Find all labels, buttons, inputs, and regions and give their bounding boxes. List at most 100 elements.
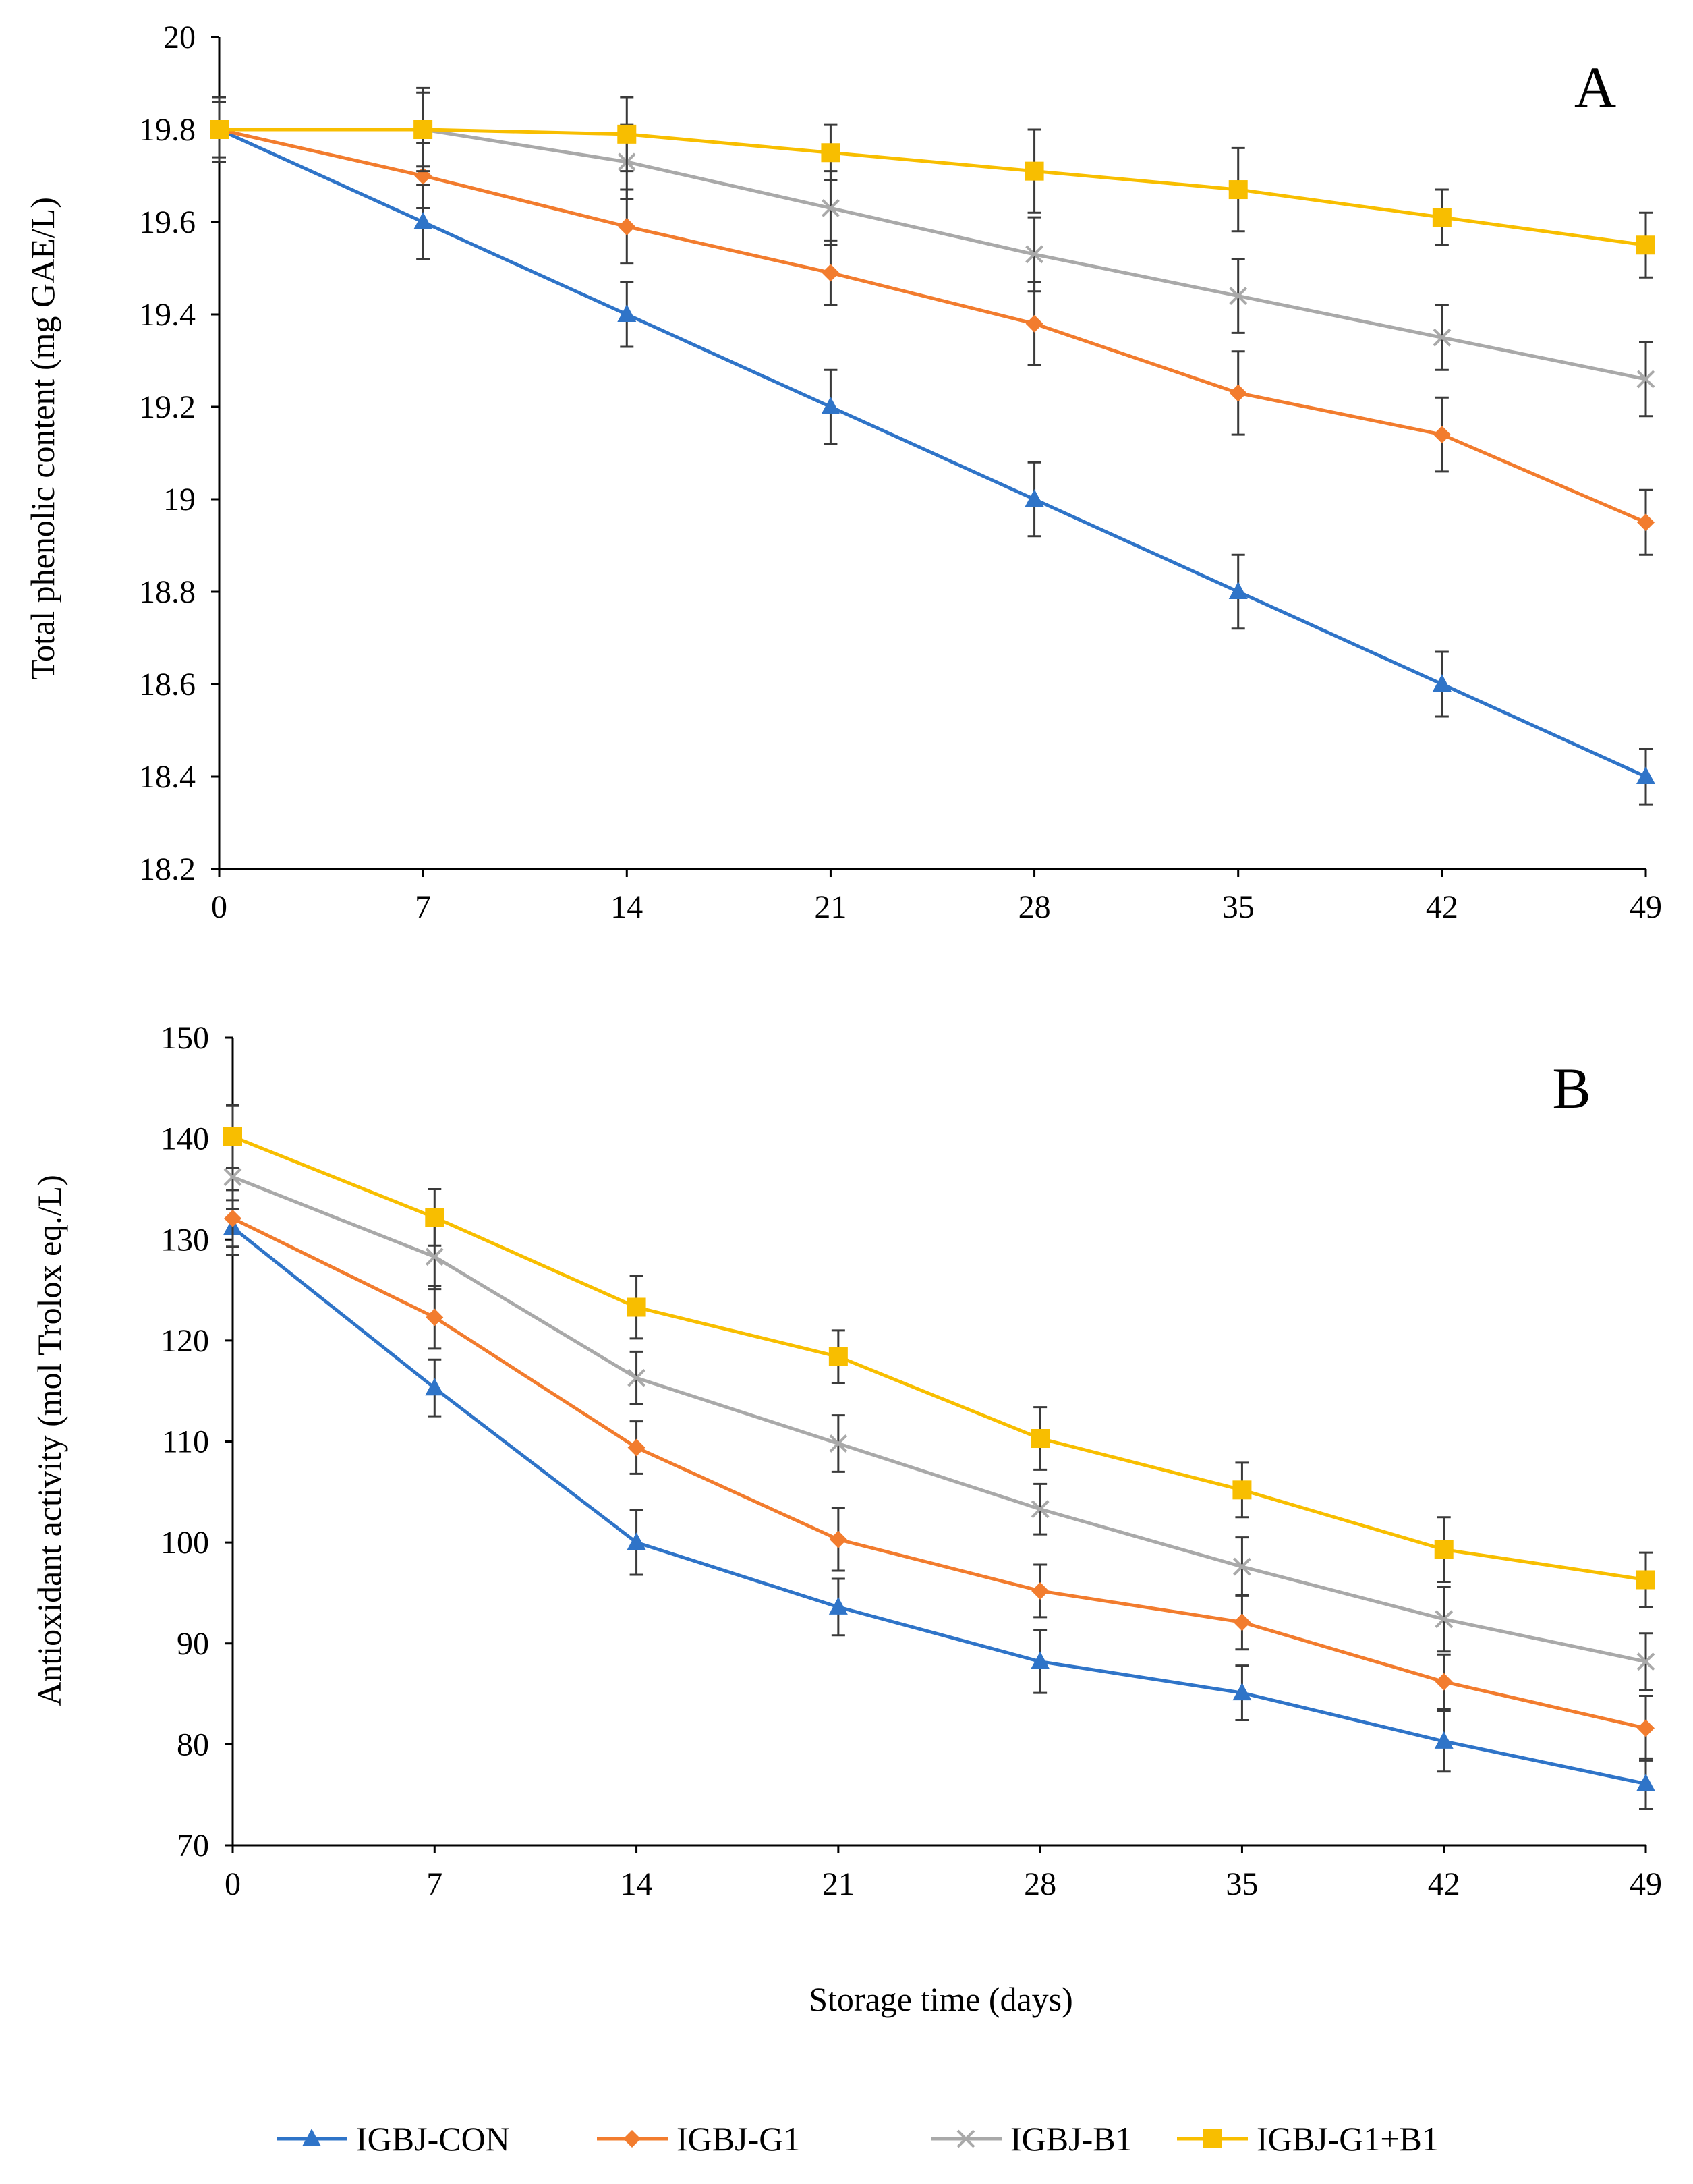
panel-b-y-axis-title: Antioxidant activity (mol Trolox eq./L) [30,1175,68,1706]
panel-a-data-point-igbj-b1 [822,199,840,217]
legend-item-igbj-con: IGBJ-CON [277,2120,510,2158]
panel-a-y-tick-label: 18.4 [139,759,196,795]
panel-b-series-line-igbj-con [231,1226,1646,1786]
panel-a-y-tick-label: 19.2 [139,389,196,425]
panel-b-data-point-igbj-b1 [1233,1557,1251,1576]
panel-b-y-tick-label: 140 [161,1121,209,1157]
panel-b-x-tick-label: 7 [426,1866,442,1902]
panel-a-x-tick-label: 14 [610,889,643,925]
panel-a-data-point-igbj-con [1025,489,1044,507]
panel-b-data-point-igbj-g1 [1435,1673,1453,1691]
panel-b-y-tick-label: 110 [162,1424,209,1460]
panel-b-y-tick-label: 100 [161,1525,209,1561]
legend: IGBJ-CON IGBJ-G1 IGBJ-B1 IGBJ-G1+B1 [277,2120,1439,2158]
x-axis-title: Storage time (days) [809,1980,1073,2018]
panel-a-data-point-igbj-g1-b1 [413,120,433,139]
panel-b-data-point-igbj-con [425,1378,444,1396]
panel-a-data-point-igbj-b1 [1636,370,1655,389]
legend-label-igbj-b1: IGBJ-B1 [1010,2120,1132,2158]
panel-a-x-tick-label: 21 [814,889,846,925]
panel-a-series-line-igbj-g1 [219,128,1646,524]
legend-marker [623,2130,641,2148]
panel-b-data-point-igbj-g1-b1 [1031,1429,1050,1449]
panel-b-data-point-igbj-g1 [1233,1613,1251,1631]
legend-marker [956,2129,975,2148]
panel-b-data-point-igbj-g1 [224,1209,241,1227]
panel-a-series-line-igbj-b1 [219,128,1646,381]
panel-b-data-point-igbj-b1 [627,1368,645,1387]
panel-b-data-point-igbj-con [1636,1773,1655,1791]
panel-a-x-tick-label: 0 [211,889,227,925]
panel-b-data-point-igbj-con [828,1596,848,1615]
panel-b-y-tick-label: 150 [161,1020,209,1056]
panel-a-data-point-igbj-g1 [822,264,840,282]
panel-b-series-line-igbj-g1-b1 [232,1135,1646,1581]
panel-b-y-tick-label: 130 [161,1222,209,1258]
panel-b-data-point-igbj-g1-b1 [828,1347,848,1366]
panel-a-y-tick-label: 20 [163,20,196,55]
panel-a-data-point-igbj-con [617,304,637,322]
panel-a-data-point-igbj-g1 [1637,513,1655,532]
panel-b-data-point-igbj-b1 [1435,1610,1454,1629]
panel-a-series-line-igbj-g1-b1 [219,128,1646,247]
panel-a-data-point-igbj-g1-b1 [821,143,840,163]
panel-b-data-point-igbj-g1 [426,1308,444,1326]
panel-b-series-line-igbj-g1 [231,1216,1646,1730]
panel-b-data-point-igbj-g1 [1637,1719,1655,1737]
panel-b-data-point-igbj-g1-b1 [223,1127,242,1146]
panel-b-data-point-igbj-g1-b1 [1434,1540,1454,1559]
panel-b-data-point-igbj-b1 [829,1434,848,1453]
panel-b-x-tick-label: 21 [822,1866,855,1902]
panel-b-data-point-igbj-b1 [1636,1652,1655,1671]
panel-a-y-tick-label: 19.8 [139,112,196,148]
panel-a-data-point-igbj-g1 [1229,384,1247,402]
panel-b-y-tick-label: 90 [177,1626,209,1662]
panel-b-series-igbj-g1-b1 [223,1104,1655,1608]
panel-a-data-point-igbj-g1-b1 [210,120,229,139]
panel-a-series-igbj-g1-b1 [210,86,1655,279]
panel-b-data-point-igbj-g1 [829,1530,847,1548]
panel-b-y-tick-label: 80 [177,1727,209,1762]
panel-a-letter: A [1574,55,1616,119]
panel-a-series-igbj-con [210,96,1655,806]
panel-a-y-tick-label: 19 [163,482,196,517]
panel-a-series-igbj-b1 [210,91,1655,418]
panel-b-y-tick-label: 120 [161,1323,209,1359]
legend-item-igbj-b1: IGBJ-B1 [931,2120,1132,2158]
panel-a-series-igbj-g1 [210,96,1655,556]
panel-b-data-point-igbj-g1 [1031,1581,1050,1600]
panel-b-y-tick-label: 70 [177,1828,209,1864]
panel-a-data-point-igbj-g1 [1433,426,1451,444]
legend-marker [302,2129,321,2146]
panel-a-data-point-igbj-g1-b1 [1636,235,1655,255]
panel-a-data-point-igbj-con [413,212,433,229]
chart-panel-a: 18.2 18.4 18.6 18.8 19 19.2 19.4 19.6 19.8 20 0 7 1… [24,20,1662,925]
panel-a-data-point-igbj-b1 [1229,287,1248,306]
panel-a-y-tick-label: 18.2 [139,851,196,887]
legend-label-igbj-g1: IGBJ-G1 [677,2120,800,2158]
panel-a-x-tick-label: 7 [415,889,431,925]
panel-b-data-point-igbj-b1 [223,1168,242,1186]
panel-b-x-tick-label: 49 [1630,1866,1662,1902]
panel-b-data-point-igbj-con [1434,1731,1454,1749]
panel-a-x-tick-label: 42 [1426,889,1458,925]
panel-a-data-point-igbj-con [821,397,840,414]
panel-a-y-tick-label: 19.6 [139,204,196,240]
panel-b-data-point-igbj-g1-b1 [1232,1480,1252,1500]
panel-a-data-point-igbj-con [1432,674,1452,692]
panel-b-x-tick-label: 0 [225,1866,241,1902]
legend-item-igbj-g1-b1: IGBJ-G1+B1 [1177,2120,1439,2158]
panel-b-series-line-igbj-b1 [232,1175,1646,1664]
legend-label-igbj-g1-b1: IGBJ-G1+B1 [1257,2120,1439,2158]
panel-b-x-tick-label: 35 [1226,1866,1258,1902]
panel-b-data-point-igbj-g1-b1 [1636,1570,1655,1590]
panel-b-data-point-igbj-g1-b1 [425,1208,444,1227]
panel-a-x-tick-label: 49 [1630,889,1662,925]
panel-a-data-point-igbj-b1 [1433,328,1452,347]
panel-a-data-point-igbj-g1-b1 [1025,161,1044,181]
legend-item-igbj-g1: IGBJ-G1 [597,2120,800,2158]
panel-a-y-tick-label: 18.8 [139,574,196,610]
panel-b-data-point-igbj-con [1031,1651,1050,1669]
